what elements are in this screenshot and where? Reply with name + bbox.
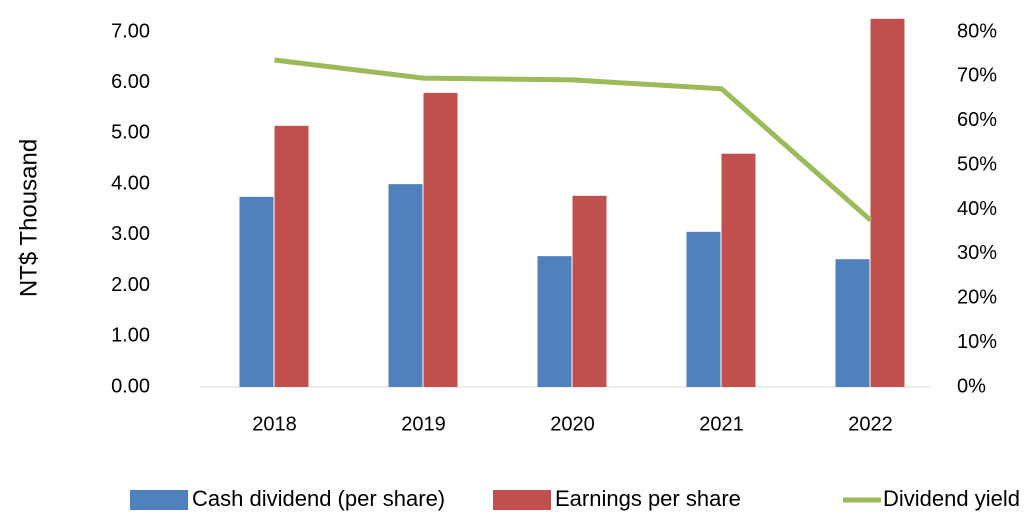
y-tick-label: 1.00: [111, 325, 150, 347]
y2-tick-label: 50%: [957, 153, 997, 175]
bar: [239, 196, 274, 387]
y-tick-label: 5.00: [111, 122, 150, 144]
y2-tick-label: 30%: [957, 242, 997, 264]
x-tick-label: 2022: [848, 413, 893, 435]
legend-label: Dividend yield: [883, 486, 1020, 511]
y2-tick-label: 20%: [957, 287, 997, 309]
legend-label: Earnings per share: [555, 486, 741, 511]
y2-tick-label: 70%: [957, 65, 997, 87]
x-tick-label: 2018: [252, 413, 297, 435]
y-tick-label: 0.00: [111, 375, 150, 397]
y-tick-label: 4.00: [111, 172, 150, 194]
y2-tick-label: 40%: [957, 198, 997, 220]
legend-swatch: [130, 490, 188, 510]
x-tick-label: 2019: [401, 413, 446, 435]
bar: [721, 153, 756, 387]
x-tick-label: 2021: [699, 413, 744, 435]
bar: [537, 256, 572, 387]
line: [274, 57, 873, 223]
legend-label: Cash dividend (per share): [192, 486, 445, 511]
y2-tick-label: 60%: [957, 109, 997, 131]
y2-tick-label: 0%: [957, 375, 986, 397]
y-tick-label: 7.00: [111, 20, 150, 42]
y-tick-label: 3.00: [111, 223, 150, 245]
y-tick-label: 2.00: [111, 274, 150, 296]
x-tick-label: 2020: [550, 413, 595, 435]
bar: [870, 18, 905, 388]
bar: [572, 195, 607, 387]
bar: [388, 184, 423, 387]
y2-tick-label: 80%: [957, 20, 997, 42]
y-axis-title: NT$ Thousand: [15, 139, 42, 297]
legend-swatch: [493, 490, 551, 510]
bar: [835, 259, 870, 387]
bar: [274, 125, 309, 388]
bar: [686, 231, 721, 387]
y-tick-label: 6.00: [111, 71, 150, 93]
bar: [423, 92, 458, 387]
y2-tick-label: 10%: [957, 331, 997, 353]
